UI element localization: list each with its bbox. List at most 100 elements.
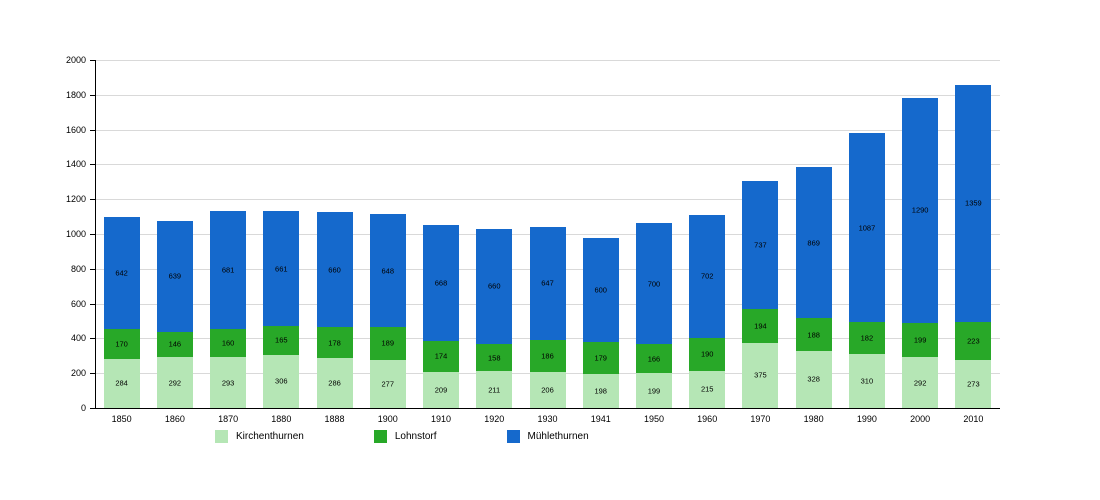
bar-segment-kirchenthurnen-1910: 209 — [423, 371, 460, 408]
bar-value-label: 328 — [807, 374, 820, 384]
bar-value-label: 199 — [647, 386, 661, 396]
bar-value-label: 681 — [221, 265, 235, 275]
bar-value-label: 188 — [807, 330, 820, 340]
bar-segment-mühlethurnen-1930: 647 — [529, 227, 566, 340]
legend-label: Lohnstorf — [394, 431, 437, 442]
bar-segment-lohnstorf-1990: 182 — [848, 322, 885, 355]
x-axis-label: 1910 — [431, 414, 452, 424]
y-axis-tick-label: 1800 — [65, 89, 86, 100]
bar-segment-mühlethurnen-2000: 1290 — [902, 98, 939, 323]
y-axis-tick-label: 2000 — [65, 55, 86, 65]
bar-segment-kirchenthurnen-1900: 277 — [369, 359, 406, 408]
bar-segment-kirchenthurnen-1860: 292 — [156, 357, 193, 408]
bar-segment-kirchenthurnen-1920: 211 — [476, 371, 513, 408]
bar-value-label: 198 — [594, 386, 607, 396]
bar-value-label: 648 — [381, 266, 395, 276]
y-axis-tick — [90, 164, 95, 166]
y-axis-tick — [90, 60, 95, 61]
x-axis-label: 1850 — [111, 414, 132, 424]
x-axis-label: 1900 — [377, 414, 398, 424]
legend-item-mühlethurnen: Mühlethurnen — [506, 430, 589, 443]
y-axis-tick-label: 600 — [70, 298, 86, 309]
bar-value-label: 1087 — [858, 223, 876, 233]
bar-value-label: 165 — [275, 335, 288, 345]
bar-segment-kirchenthurnen-1941: 198 — [582, 373, 619, 408]
y-axis-tick — [90, 268, 95, 270]
bar-value-label: 661 — [275, 264, 288, 274]
bar-value-label: 194 — [754, 321, 767, 331]
bar-value-label: 292 — [168, 378, 182, 388]
bar-segment-lohnstorf-1870: 160 — [210, 329, 247, 357]
y-axis-tick-label: 1200 — [65, 194, 86, 205]
bar-value-label: 600 — [594, 285, 607, 295]
legend-swatch — [373, 430, 387, 443]
bar-segment-kirchenthurnen-1930: 206 — [529, 372, 566, 408]
x-axis-label: 1880 — [271, 414, 292, 424]
bar-segment-kirchenthurnen-2010: 273 — [955, 360, 992, 408]
y-axis-tick-label: 0 — [80, 403, 86, 413]
x-axis-label: 2000 — [910, 414, 931, 424]
bar-value-label: 639 — [168, 271, 182, 281]
bar-segment-lohnstorf-1888: 178 — [316, 327, 353, 359]
bar-value-label: 292 — [913, 378, 927, 388]
bar-segment-lohnstorf-1980: 188 — [795, 318, 832, 351]
bar-segment-mühlethurnen-1880: 661 — [263, 211, 300, 327]
bar-segment-lohnstorf-1850: 170 — [103, 329, 140, 359]
bar-value-label: 1359 — [965, 198, 982, 208]
bar-segment-kirchenthurnen-1960: 215 — [689, 370, 726, 408]
x-axis-label: 1930 — [537, 414, 558, 424]
bar-value-label: 668 — [434, 278, 448, 288]
bar-value-label: 166 — [647, 354, 661, 364]
bar-segment-mühlethurnen-1980: 869 — [795, 167, 832, 319]
bar-segment-mühlethurnen-2010: 1359 — [955, 85, 992, 322]
bar-segment-mühlethurnen-1950: 700 — [635, 222, 672, 345]
y-axis-tick-label: 200 — [70, 368, 86, 379]
y-axis-tick-label: 800 — [70, 263, 86, 274]
bar-value-label: 158 — [487, 353, 501, 363]
bar-value-label: 179 — [594, 353, 607, 363]
legend-label: Kirchenthurnen — [236, 431, 304, 442]
bar-value-label: 702 — [700, 271, 714, 281]
y-axis-tick — [90, 303, 95, 305]
bar-value-label: 186 — [541, 351, 554, 361]
bar-segment-kirchenthurnen-1888: 286 — [316, 358, 353, 408]
bar-value-label: 277 — [381, 379, 395, 389]
legend-label: Mühlethurnen — [527, 431, 589, 442]
y-axis-tick — [90, 234, 95, 235]
x-axis-label: 1920 — [484, 414, 505, 424]
gridline — [95, 94, 1000, 96]
gridline — [95, 129, 1000, 131]
bar-segment-mühlethurnen-1910: 668 — [423, 225, 460, 342]
y-axis-tick-label: 1600 — [65, 124, 86, 135]
y-axis-tick — [90, 338, 95, 340]
y-axis-tick — [90, 408, 95, 409]
bar-segment-kirchenthurnen-1870: 293 — [210, 357, 247, 408]
bar-segment-kirchenthurnen-1880: 306 — [263, 354, 300, 408]
bar-value-label: 178 — [328, 338, 341, 348]
bar-segment-mühlethurnen-1900: 648 — [369, 214, 406, 327]
y-axis-tick-label: 1400 — [65, 159, 86, 170]
gridline — [95, 199, 1000, 201]
bar-segment-kirchenthurnen-1980: 328 — [795, 350, 832, 408]
x-axis-label: 1980 — [803, 414, 824, 424]
bar-segment-lohnstorf-1900: 189 — [369, 326, 406, 360]
bar-value-label: 182 — [860, 333, 874, 343]
bar-value-label: 375 — [754, 370, 767, 380]
bar-segment-lohnstorf-1920: 158 — [476, 343, 513, 372]
bar-value-label: 737 — [754, 240, 767, 250]
y-axis-line — [95, 60, 96, 408]
x-axis-label: 1941 — [590, 414, 611, 424]
bar-segment-mühlethurnen-1990: 1087 — [848, 133, 885, 323]
bar-segment-mühlethurnen-1941: 600 — [582, 238, 619, 343]
bar-value-label: 310 — [860, 376, 874, 386]
bar-value-label: 642 — [115, 268, 128, 278]
bar-segment-lohnstorf-2000: 199 — [902, 322, 939, 358]
bar-segment-mühlethurnen-1860: 639 — [156, 220, 193, 332]
bar-segment-mühlethurnen-1888: 660 — [316, 212, 353, 328]
legend-item-kirchenthurnen: Kirchenthurnen — [215, 430, 304, 443]
bar-segment-kirchenthurnen-1990: 310 — [848, 354, 885, 408]
x-axis-line — [95, 408, 1000, 409]
bar-value-label: 700 — [647, 279, 661, 289]
x-axis-label: 2010 — [963, 414, 984, 424]
x-axis-label: 1990 — [856, 414, 877, 424]
